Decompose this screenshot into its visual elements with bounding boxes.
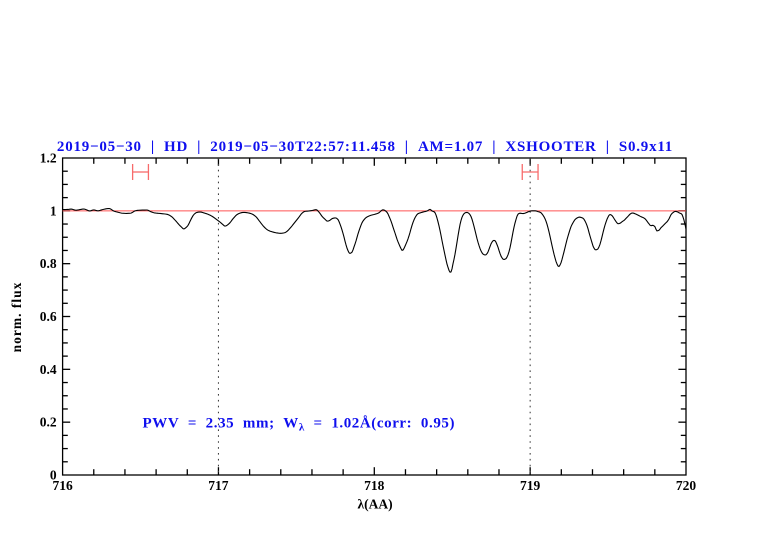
svg-text:0: 0: [50, 468, 57, 483]
svg-text:720: 720: [676, 478, 697, 493]
svg-text:PWV = 2.35 mm; Wλ = 1.02: PWV = 2.35 mm; Wλ = 1.02Å(corr: 0.95): [143, 416, 456, 434]
svg-text:0.4: 0.4: [40, 362, 57, 377]
svg-text:λ(AA): λ(AA): [357, 497, 392, 512]
svg-text:716: 716: [52, 478, 73, 493]
svg-text:1: 1: [50, 203, 57, 218]
svg-text:1.2: 1.2: [40, 151, 57, 166]
svg-text:718: 718: [364, 478, 385, 493]
svg-text:0.6: 0.6: [40, 309, 57, 324]
svg-text:norm. flux: norm. flux: [9, 282, 24, 353]
svg-text:717: 717: [208, 478, 229, 493]
svg-text:0.8: 0.8: [40, 256, 57, 271]
svg-text:2019−05−30 | HD | 2019−05−: 2019−05−30 | HD | 2019−05−30T22:57:11.45…: [57, 139, 673, 155]
svg-text:719: 719: [520, 478, 541, 493]
svg-text:0.2: 0.2: [40, 415, 57, 430]
